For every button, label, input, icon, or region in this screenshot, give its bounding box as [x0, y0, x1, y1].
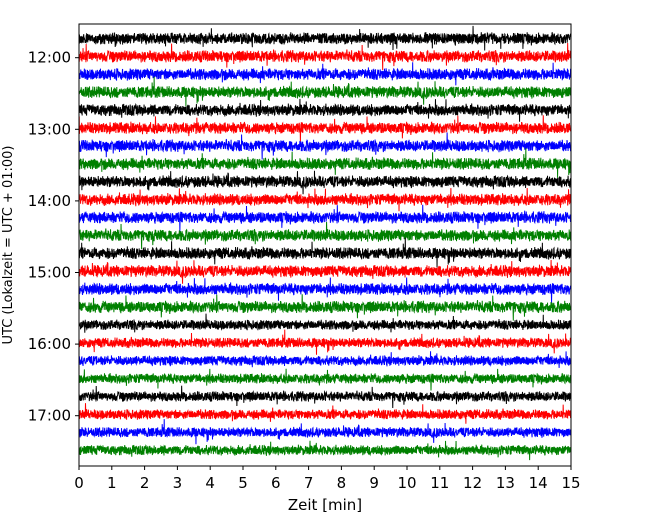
trace-line: [78, 115, 572, 143]
x-tick-label: 14: [529, 474, 548, 492]
x-tick-label: 3: [173, 474, 183, 492]
x-tick-label: 1: [107, 474, 117, 492]
x-tick-label: 2: [140, 474, 150, 492]
x-tick-label: 7: [304, 474, 314, 492]
trace-line: [78, 294, 572, 321]
trace-line: [78, 148, 572, 178]
y-axis-label: UTC (Lokalzeit = UTC + 01:00): [1, 146, 16, 345]
x-axis-label: Zeit [min]: [288, 496, 362, 514]
y-axis-ticks: 12:00 13:00 14:00 15:00 16:00 17:00: [28, 49, 79, 425]
trace-line: [78, 419, 572, 445]
trace-line: [78, 25, 572, 51]
trace-line: [78, 222, 572, 250]
trace-line: [78, 132, 572, 160]
x-tick-label: 15: [561, 474, 580, 492]
x-tick-label: 5: [238, 474, 248, 492]
trace-line: [78, 329, 572, 355]
y-tick-label: 15:00: [28, 264, 71, 282]
trace-line: [78, 170, 572, 195]
trace-line: [78, 351, 572, 368]
x-tick-label: 6: [271, 474, 281, 492]
y-tick-label: 14:00: [28, 192, 71, 210]
y-tick-label: 12:00: [28, 49, 71, 67]
x-tick-label: 8: [337, 474, 347, 492]
x-axis-ticks: 0 1 2 3 4 5 6 7 8 9 10 11 12 13 14 15: [74, 466, 581, 492]
x-tick-label: 10: [397, 474, 416, 492]
trace-line: [78, 187, 572, 212]
plot-frame: [78, 23, 572, 467]
trace-line: [78, 368, 572, 391]
trace-line: [78, 62, 572, 86]
trace-line: [78, 98, 572, 122]
seismic-traces: [78, 25, 572, 461]
trace-line: [78, 43, 572, 71]
trace-line: [78, 277, 572, 304]
trace-line: [78, 385, 572, 409]
x-tick-label: 0: [74, 474, 84, 492]
trace-line: [78, 204, 572, 232]
x-tick-label: 12: [463, 474, 482, 492]
x-tick-label: 13: [496, 474, 515, 492]
trace-line: [78, 403, 572, 424]
x-tick-label: 9: [369, 474, 379, 492]
y-tick-label: 16:00: [28, 335, 71, 353]
y-tick-label: 13:00: [28, 120, 71, 138]
trace-line: [78, 313, 572, 333]
trace-line: [78, 76, 572, 107]
x-tick-label: 11: [430, 474, 449, 492]
trace-line: [78, 259, 572, 284]
trace-line: [78, 440, 572, 461]
y-tick-label: 17:00: [28, 407, 71, 425]
x-tick-label: 4: [205, 474, 215, 492]
trace-line: [78, 237, 572, 268]
